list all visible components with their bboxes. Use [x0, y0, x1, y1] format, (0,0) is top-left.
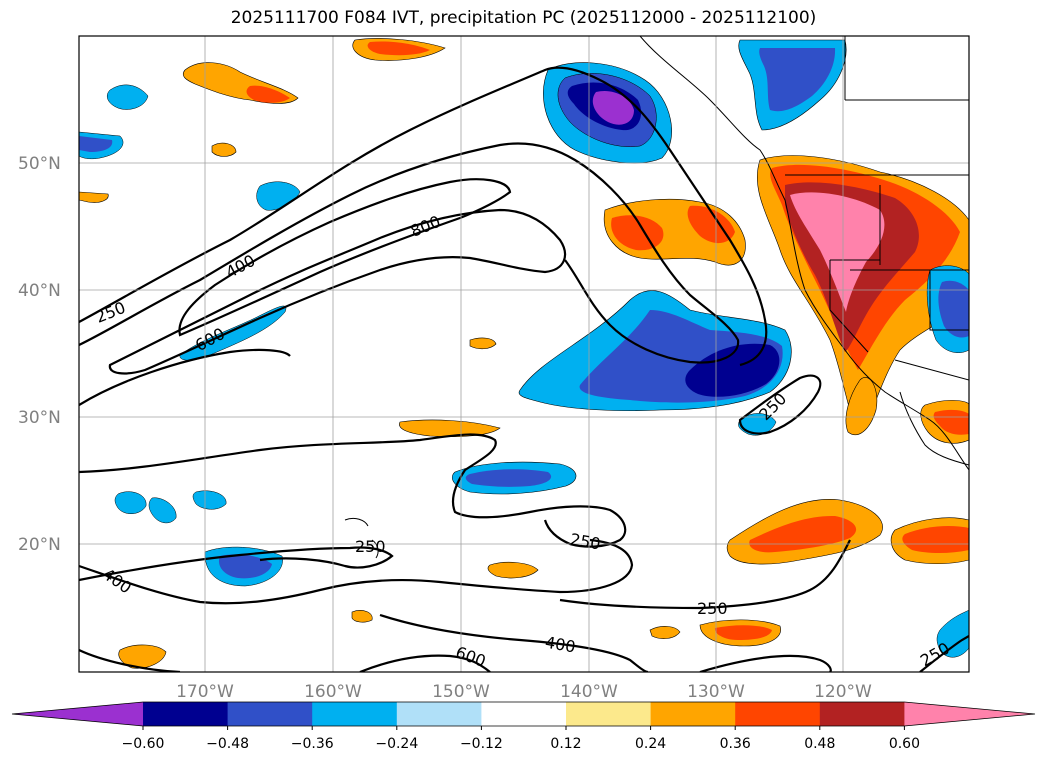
- latitude-labels: 50°N 40°N 30°N 20°N: [18, 154, 61, 555]
- colorbar-tick-label: −0.60: [122, 736, 165, 752]
- precip-fill: [749, 515, 857, 553]
- colorbar-tick-label: −0.12: [460, 736, 503, 752]
- precip-fill: [351, 610, 373, 623]
- ivt-contour-250: [79, 649, 181, 672]
- colorbar-segment: [396, 702, 482, 726]
- ivt-contour-400: [79, 538, 634, 605]
- coastline: [899, 391, 969, 466]
- precip-fill: [79, 191, 109, 203]
- colorbar-tick-label: −0.36: [291, 736, 334, 752]
- colorbar-segment: [819, 702, 905, 726]
- colorbar-segment: [566, 702, 652, 726]
- lon-label: 160°W: [304, 682, 362, 702]
- colorbar-segment: [650, 702, 736, 726]
- ivt-contours: [79, 66, 969, 672]
- colorbar-tick-label: 0.12: [550, 736, 581, 752]
- coastlines: [344, 36, 969, 559]
- colorbar-tick-label: 0.24: [635, 736, 666, 752]
- ivt-contour-400: [79, 142, 740, 364]
- border: [785, 36, 969, 381]
- colorbar-tick-label: 0.36: [720, 736, 751, 752]
- precip-fill: [399, 419, 501, 438]
- precip-fill: [936, 609, 969, 658]
- ivt-contour-250: [699, 654, 832, 672]
- precip-fill: [211, 142, 237, 157]
- colorbar-tick-label: 0.60: [889, 736, 920, 752]
- border: [829, 185, 881, 353]
- ivt-contour-400: [379, 613, 649, 672]
- precip-fill: [367, 41, 430, 56]
- ivt-contour-250: [559, 539, 851, 610]
- map-title: 2025111700 F084 IVT, precipitation PC (2…: [230, 8, 817, 28]
- lat-label: 20°N: [18, 535, 61, 555]
- precip-fill: [687, 205, 735, 244]
- precip-fill: [649, 626, 681, 639]
- colorbar-extend-min: [12, 702, 143, 726]
- ivt-contour-600: [359, 654, 491, 672]
- precip-fill: [487, 561, 539, 579]
- ivt-contour-800: [178, 178, 512, 337]
- colorbar-segment: [312, 702, 398, 726]
- lon-label: 170°W: [176, 682, 234, 702]
- colorbar-segment: [227, 702, 313, 726]
- colorbar-tick-label: −0.24: [375, 736, 418, 752]
- precip-fill: [246, 85, 290, 103]
- colorbar-segment: [481, 702, 567, 726]
- lat-label: 50°N: [18, 154, 61, 174]
- precip-fill: [218, 554, 272, 579]
- lon-label: 130°W: [687, 682, 745, 702]
- precip-fill: [592, 90, 634, 125]
- lon-label: 150°W: [432, 682, 490, 702]
- lat-label: 30°N: [18, 408, 61, 428]
- precip-fill: [79, 136, 113, 152]
- gridlines: [79, 36, 969, 672]
- ivt-contour-600: [108, 208, 567, 375]
- colorbar-segment: [143, 702, 229, 726]
- ivt-contour-250: [79, 348, 291, 406]
- precip-fill: [465, 469, 552, 487]
- lat-label: 40°N: [18, 281, 61, 301]
- lon-label: 120°W: [814, 682, 872, 702]
- colorbar-tick-label: 0.48: [804, 736, 835, 752]
- precip-fill: [118, 644, 167, 669]
- precip-fill: [714, 625, 772, 640]
- precip-fill: [933, 409, 969, 435]
- ivt-contour-250: [738, 374, 822, 435]
- precip-pc-fields: [79, 38, 969, 669]
- longitude-labels: 170°W 160°W 150°W 140°W 130°W 120°W: [176, 682, 872, 702]
- precip-fill: [845, 377, 878, 436]
- island-hawaii: [344, 517, 379, 559]
- colorbar: −0.60 −0.48 −0.36 −0.24 −0.12 0.12 0.24 0.36 0.4…: [11, 701, 1036, 752]
- contour-label: 250: [697, 599, 728, 618]
- ivt-contour-250: [79, 546, 394, 582]
- colorbar-segment: [735, 702, 821, 726]
- map-frame: [78, 35, 970, 673]
- colorbar-tick-label: −0.48: [206, 736, 249, 752]
- ivt-contour-250: [79, 66, 768, 367]
- contour-label: 250: [355, 537, 386, 556]
- colorbar-extend-max: [904, 702, 1035, 726]
- ivt-contour-250: [919, 635, 969, 672]
- precip-fill: [148, 497, 177, 524]
- precip-fill: [114, 491, 147, 514]
- precip-fill: [938, 280, 969, 338]
- precip-fill: [469, 337, 497, 350]
- precip-fill: [192, 490, 227, 510]
- precip-fill: [902, 526, 969, 553]
- precip-fill: [790, 192, 885, 312]
- precip-fill: [759, 48, 836, 112]
- lon-label: 140°W: [560, 682, 618, 702]
- precip-fill: [107, 84, 149, 110]
- coastline: [639, 36, 969, 471]
- ivt-contour-250: [79, 433, 627, 548]
